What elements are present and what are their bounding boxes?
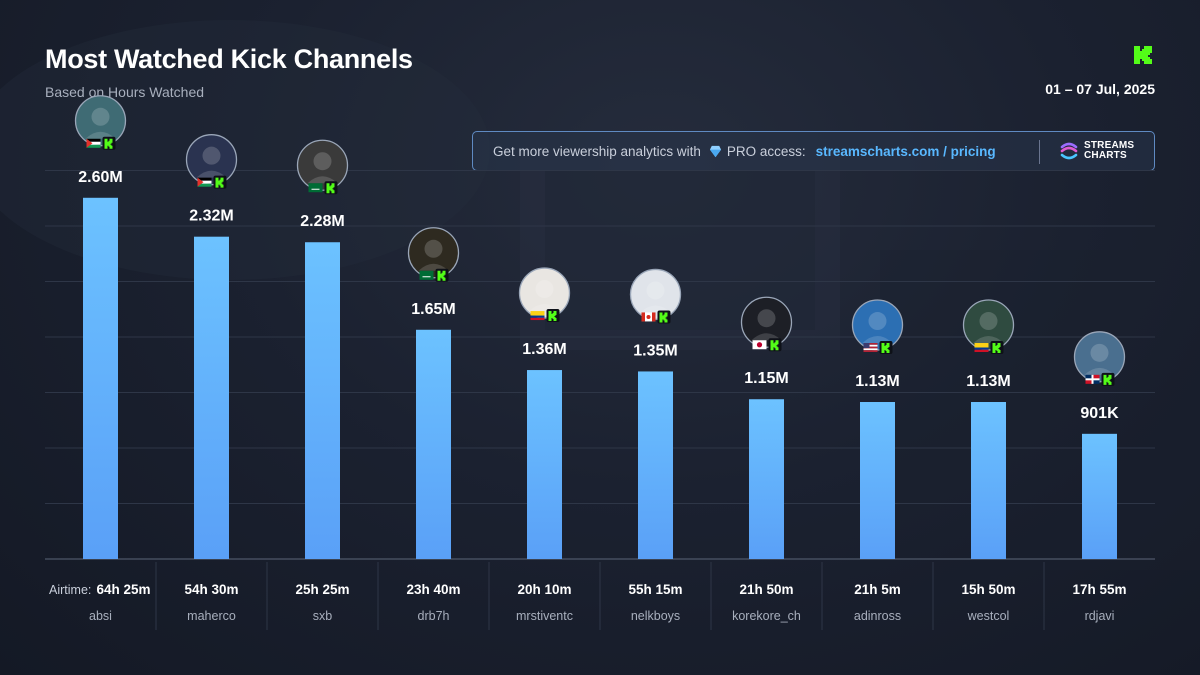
- value-label: 2.32M: [189, 208, 233, 225]
- channel-name: maherco: [187, 609, 236, 623]
- flag-icon: [197, 177, 212, 187]
- brand-line-1: STREAMS: [1084, 140, 1135, 151]
- kick-logo-icon: [1134, 46, 1152, 64]
- avatar-drb7h: [407, 227, 460, 279]
- kick-badge-icon: [879, 341, 893, 355]
- kick-badge-icon: [657, 310, 671, 324]
- airtime-value: 21h 5m: [854, 582, 901, 597]
- flag-icon: [308, 183, 323, 193]
- value-label: 1.13M: [966, 373, 1010, 390]
- kick-badge-icon: [1101, 372, 1115, 386]
- avatar-korekore_ch: [740, 296, 793, 348]
- flag-icon: [1085, 374, 1100, 384]
- avatar-maherco: [185, 134, 238, 186]
- kick-badge-icon: [546, 309, 560, 323]
- avatar-absi: [74, 95, 127, 147]
- avatar-adinross: [851, 299, 904, 351]
- channel-name: drb7h: [418, 609, 450, 623]
- bar-mrstiventc: [527, 370, 562, 559]
- channel-name: westcol: [967, 609, 1010, 623]
- airtime-value: 23h 40m: [406, 582, 460, 597]
- flag-icon: [974, 343, 989, 353]
- value-label: 901K: [1080, 405, 1119, 422]
- value-label: 1.15M: [744, 370, 788, 387]
- channel-name: sxb: [313, 609, 333, 623]
- page-title: Most Watched Kick Channels: [45, 44, 413, 74]
- kick-badge-icon: [990, 341, 1004, 355]
- kick-badge-icon: [768, 338, 782, 352]
- diamond-icon: [709, 145, 721, 157]
- date-range: 01 – 07 Jul, 2025: [1045, 81, 1155, 97]
- bars: [83, 197, 1117, 560]
- bar-absi: [83, 197, 118, 560]
- page-subtitle: Based on Hours Watched: [45, 84, 205, 100]
- bar-rdjavi: [1082, 433, 1117, 559]
- kick-badge-icon: [102, 136, 116, 150]
- flag-icon: [530, 311, 545, 321]
- flag-icon: [863, 343, 878, 353]
- promo-text: Get more viewership analytics with: [493, 143, 701, 159]
- streams-charts-icon: [1060, 142, 1078, 160]
- flag-icon: [641, 312, 656, 322]
- flag-icon: [419, 270, 434, 280]
- flag-icon: [752, 340, 767, 350]
- value-label: 1.35M: [633, 342, 677, 359]
- bar-drb7h: [416, 329, 451, 559]
- channel-name: mrstiventc: [516, 609, 573, 623]
- bar-adinross: [860, 402, 895, 559]
- airtime-value: 54h 30m: [184, 582, 238, 597]
- channel-name: adinross: [854, 609, 901, 623]
- airtime-value: 55h 15m: [628, 582, 682, 597]
- labels: 2.60M 64h 25m absi 2.32M 54h 30m maherco 2.28M…: [49, 95, 1127, 623]
- promo-divider: [1039, 140, 1040, 164]
- streams-charts-logo: STREAMS CHARTS: [1059, 140, 1134, 162]
- airtime-value: 20h 10m: [517, 582, 571, 597]
- airtime-value: 64h 25m: [96, 582, 150, 597]
- avatar-sxb: [296, 139, 349, 191]
- bar-maherco: [194, 236, 229, 559]
- promo-pro-label: PRO access:: [726, 143, 806, 159]
- bar-korekore_ch: [749, 399, 784, 559]
- bar-nelkboys: [638, 371, 673, 559]
- channel-name: absi: [89, 609, 112, 623]
- channel-name: nelkboys: [631, 609, 680, 623]
- airtime-value: 17h 55m: [1072, 582, 1126, 597]
- avatar-westcol: [962, 299, 1015, 351]
- airtime-label: Airtime:: [49, 583, 91, 597]
- kick-badge-icon: [324, 181, 338, 195]
- bar-westcol: [971, 402, 1006, 559]
- channel-name: korekore_ch: [732, 609, 801, 623]
- avatar-nelkboys: [629, 268, 682, 321]
- bar-sxb: [305, 242, 340, 559]
- airtime-value: 15h 50m: [961, 582, 1015, 597]
- flag-icon: [86, 138, 101, 148]
- avatar-mrstiventc: [518, 267, 571, 319]
- value-label: 1.36M: [522, 341, 566, 358]
- value-label: 1.65M: [411, 301, 455, 318]
- pricing-link[interactable]: streamscharts.com / pricing: [815, 143, 996, 159]
- channel-name: rdjavi: [1085, 609, 1115, 623]
- value-label: 2.60M: [78, 169, 122, 186]
- kick-badge-icon: [435, 268, 449, 282]
- kick-badge-icon: [213, 175, 227, 189]
- brand-line-2: CHARTS: [1084, 150, 1127, 161]
- airtime-value: 21h 50m: [739, 582, 793, 597]
- value-label: 2.28M: [300, 213, 344, 230]
- value-label: 1.13M: [855, 373, 899, 390]
- promo-banner[interactable]: Get more viewership analytics with PRO a…: [472, 131, 1155, 171]
- avatar-rdjavi: [1073, 331, 1126, 383]
- airtime-value: 25h 25m: [295, 582, 349, 597]
